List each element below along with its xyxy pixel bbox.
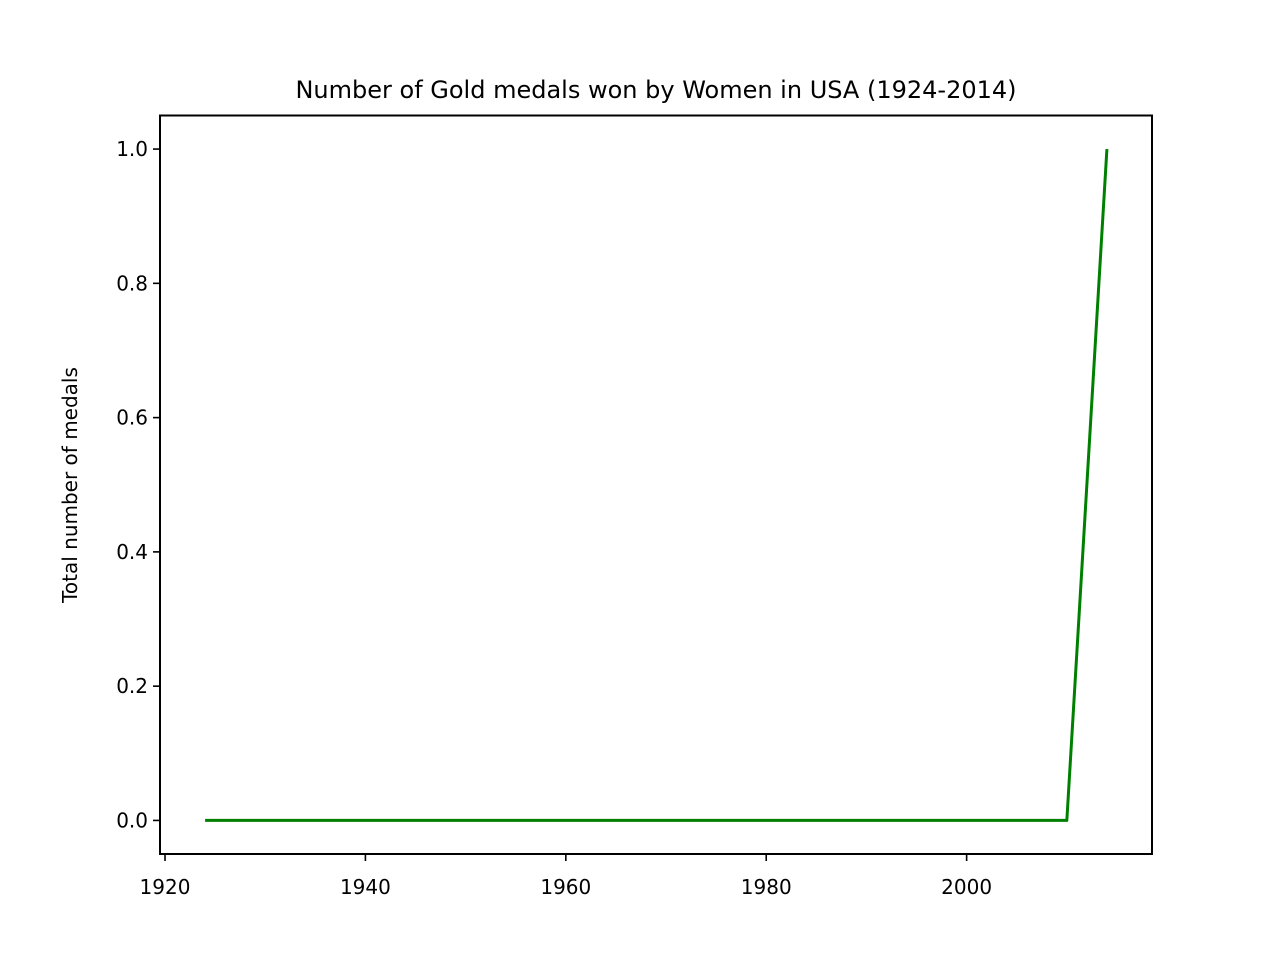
chart-title: Number of Gold medals won by Women in US… — [295, 76, 1016, 104]
x-tick-label: 1920 — [140, 875, 191, 899]
series-line — [205, 148, 1109, 822]
y-tick-label: 0.8 — [116, 271, 148, 295]
x-tick-label: 1960 — [540, 875, 591, 899]
x-tick-label: 1940 — [340, 875, 391, 899]
y-tick-label: 0.0 — [116, 808, 148, 832]
y-axis-label: Total number of medals — [58, 367, 82, 604]
x-tick-label: 1980 — [741, 875, 792, 899]
y-tick-label: 1.0 — [116, 137, 148, 161]
y-tick-label: 0.4 — [116, 540, 148, 564]
y-tick-label: 0.2 — [116, 674, 148, 698]
y-tick-label: 0.6 — [116, 406, 148, 430]
x-tick-label: 2000 — [941, 875, 992, 899]
plot-area: 1920 1940 1960 1980 2000 0.0 0.2 0.4 0.6 0.8 1.0 — [116, 137, 1109, 899]
plot-frame — [159, 114, 1153, 855]
